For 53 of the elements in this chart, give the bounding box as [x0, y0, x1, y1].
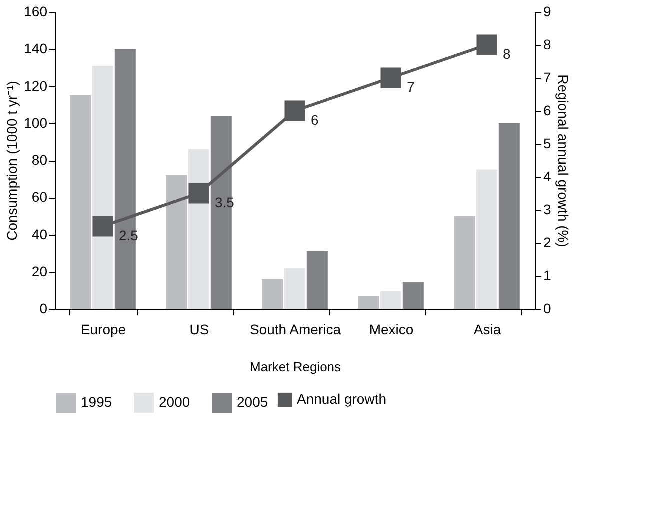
y2-tick-label: 1	[544, 268, 552, 284]
bar	[402, 282, 424, 309]
bar	[70, 96, 92, 309]
bar	[498, 123, 520, 309]
y2-tick-label: 7	[544, 70, 552, 86]
x-tick-label: Europe	[80, 322, 126, 338]
bar	[166, 175, 188, 309]
legend-label: 1995	[81, 394, 112, 410]
bar	[284, 268, 306, 309]
y2-axis-title: Regional annual growth (%)	[555, 74, 572, 248]
x-tick-label: Mexico	[369, 322, 414, 338]
y-tick-label: 20	[32, 263, 48, 280]
data-label: 6	[311, 112, 319, 128]
bar	[454, 216, 476, 309]
bar	[210, 116, 232, 309]
y2-tick-label: 0	[544, 300, 552, 316]
y-tick-label: 0	[40, 300, 48, 316]
y-tick-label: 40	[32, 226, 48, 242]
legend-label: 2005	[237, 394, 268, 410]
y-tick-label: 80	[32, 152, 48, 168]
bar	[92, 66, 114, 309]
y-tick-label: 140	[24, 40, 48, 57]
point	[476, 34, 498, 56]
y2-tick-label: 2	[544, 234, 552, 250]
bar	[306, 251, 328, 309]
bar	[476, 170, 498, 309]
legend-label: Annual growth	[297, 391, 387, 407]
x-tick-label: South America	[250, 322, 342, 338]
point	[284, 100, 306, 122]
y2-tick-label: 9	[544, 4, 552, 20]
point	[188, 183, 210, 204]
point	[380, 68, 402, 88]
bar	[358, 296, 380, 309]
bar	[114, 49, 136, 309]
y2-tick-label: 5	[544, 136, 552, 152]
y-tick-label: 160	[24, 4, 48, 20]
y2-tick-label: 3	[544, 202, 552, 218]
legend-label: 2000	[159, 394, 190, 410]
y2-tick-label: 4	[544, 168, 552, 184]
x-tick-label: Asia	[474, 322, 502, 338]
y-tick-label: 60	[32, 189, 48, 206]
y2-tick-label: 8	[544, 36, 552, 52]
y-tick-label: 120	[24, 78, 48, 94]
point	[92, 216, 114, 237]
y-axis-title: Consumption (1000 t yr⁻¹)	[4, 81, 20, 241]
y-tick-label: 100	[24, 114, 48, 131]
bar	[380, 291, 402, 309]
y2-tick-label: 6	[544, 102, 552, 118]
x-tick-label: US	[190, 322, 210, 338]
x-axis-title: Market Regions	[250, 360, 342, 374]
data-label: 8	[503, 46, 511, 62]
data-label: 7	[407, 79, 415, 95]
bar	[262, 279, 284, 309]
